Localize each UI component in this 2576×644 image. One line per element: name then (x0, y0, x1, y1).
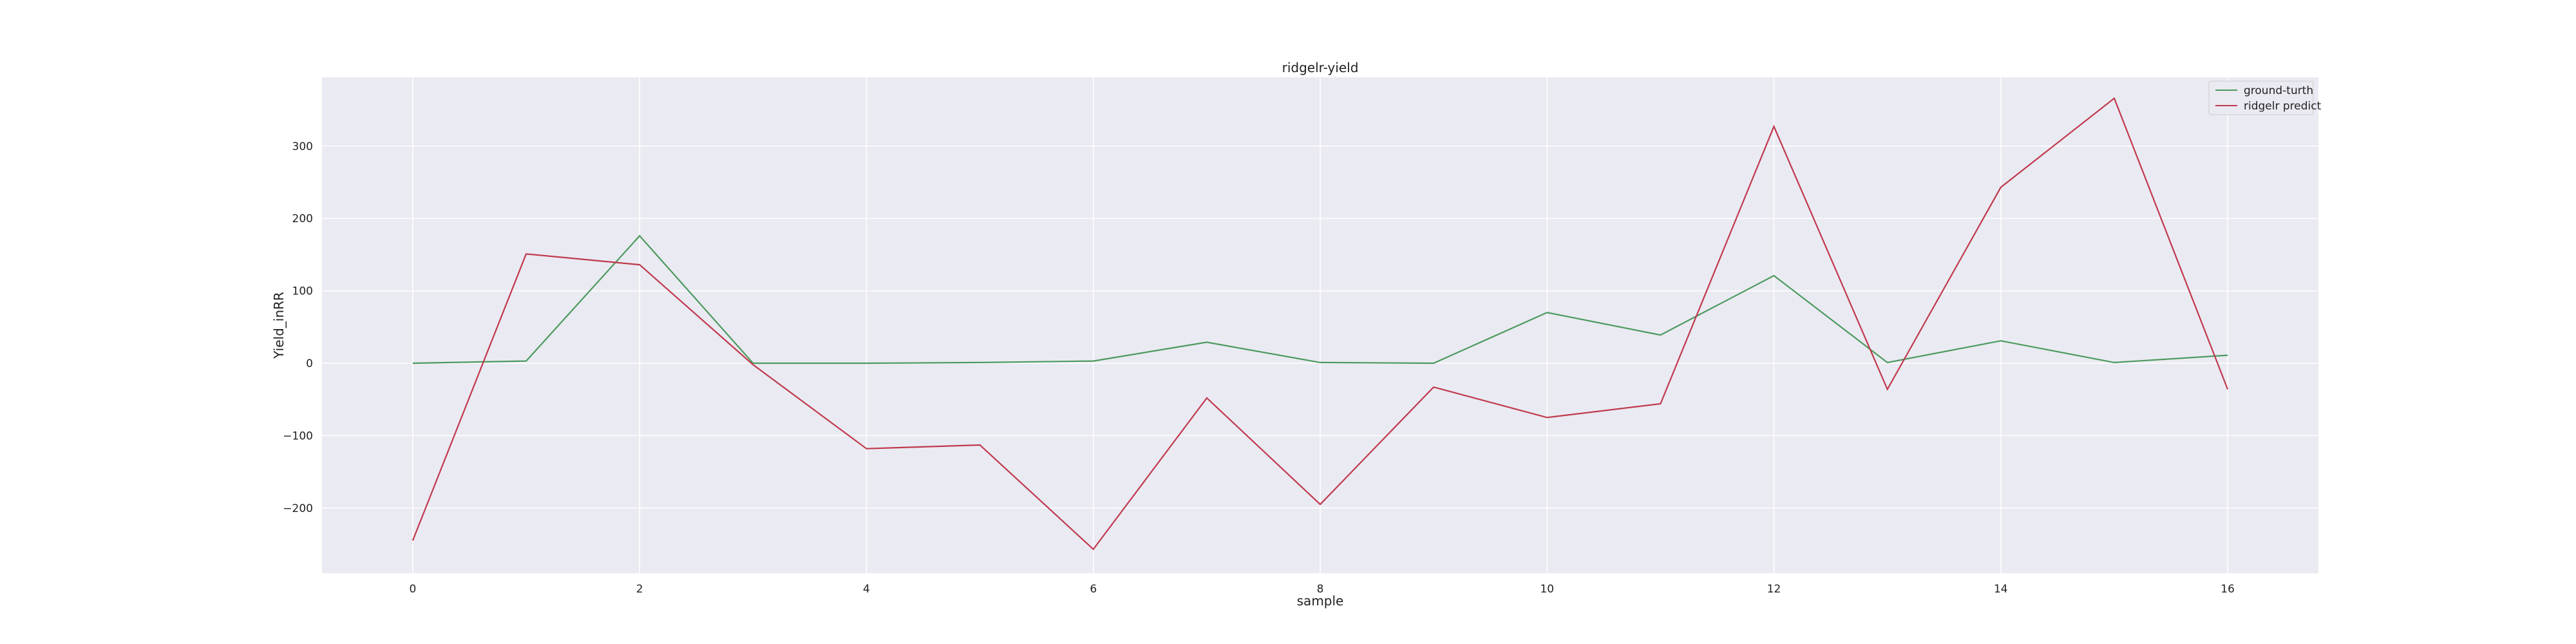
series-line-ground-turth (412, 234, 2228, 365)
x-tick-label: 8 (1317, 583, 1324, 596)
x-tick-label: 4 (863, 583, 870, 596)
y-tick-label: 100 (292, 285, 313, 298)
y-tick-label: −100 (283, 430, 313, 442)
x-tick-label: 0 (409, 583, 416, 596)
x-tick-label: 6 (1090, 583, 1097, 596)
x-tick-label: 14 (1994, 583, 2008, 596)
x-tick-label: 2 (636, 583, 643, 596)
x-tick-label: 16 (2221, 583, 2235, 596)
legend: ground-turth ridgelr predict (2208, 80, 2322, 115)
x-tick-label: 12 (1767, 583, 1781, 596)
y-tick-label: −200 (283, 502, 313, 515)
x-tick-label: 10 (1540, 583, 1554, 596)
legend-label-ground-turth: ground-turth (2244, 84, 2313, 97)
tick-labels: 0 2 4 6 8 10 12 14 16 −200 −100 0 100 200 300 (283, 140, 2235, 596)
y-tick-label: 200 (292, 213, 313, 225)
y-tick-label: 0 (306, 357, 313, 370)
y-tick-label: 300 (292, 140, 313, 153)
series-layer (412, 97, 2229, 551)
series-line-ridgelr-predict (412, 97, 2229, 551)
chart-title: ridgelr-yield (1282, 60, 1359, 75)
y-axis-label: Yield_inRR (271, 292, 287, 359)
grid (322, 77, 2318, 573)
x-axis-label: sample (1297, 593, 1344, 609)
legend-label-ridgelr-predict: ridgelr predict (2244, 100, 2322, 113)
